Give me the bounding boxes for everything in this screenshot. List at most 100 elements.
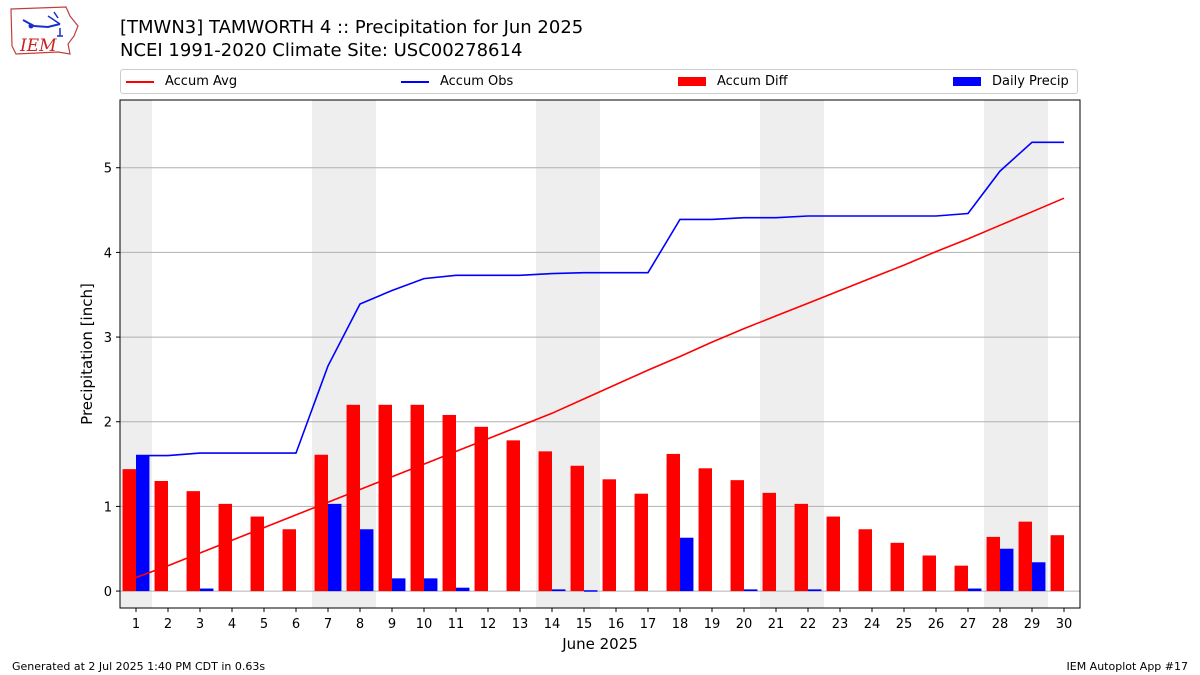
bar-accum-diff-day-11 <box>442 414 456 592</box>
legend-swatch-accum-obs <box>401 80 429 83</box>
bar-accum-diff-day-29 <box>1018 521 1032 592</box>
bar-accum-diff-day-17 <box>634 493 648 592</box>
bar-accum-diff-day-5 <box>250 516 264 592</box>
y-tick-label-2: 2 <box>104 416 112 431</box>
bar-daily-precip-day-14 <box>552 589 566 592</box>
bar-accum-diff-day-8 <box>346 404 360 592</box>
x-tick-label-28: 28 <box>992 617 1009 632</box>
logo-text: IEM <box>19 36 57 56</box>
bar-daily-precip-day-18 <box>680 537 694 592</box>
bar-accum-diff-day-1 <box>122 469 136 592</box>
bar-accum-diff-day-14 <box>538 451 552 592</box>
y-tick-label-0: 0 <box>104 585 112 600</box>
x-tick-label-30: 30 <box>1056 617 1073 632</box>
bar-accum-diff-day-24 <box>858 529 872 592</box>
x-tick-label-29: 29 <box>1024 617 1041 632</box>
x-tick-label-25: 25 <box>896 617 913 632</box>
line-accum-avg <box>135 197 1065 579</box>
bar-daily-precip-day-9 <box>392 578 406 592</box>
chart-title: [TMWN3] TAMWORTH 4 :: Precipitation for … <box>120 17 584 38</box>
x-tick-label-6: 6 <box>292 617 300 632</box>
bar-accum-diff-day-20 <box>730 480 744 592</box>
legend-item-accum-diff: Accum Diff <box>678 70 788 93</box>
x-tick-label-17: 17 <box>640 617 657 632</box>
weekend-band-5 <box>984 100 1048 608</box>
bar-daily-precip-day-1 <box>136 455 150 592</box>
plot-frame <box>119 99 1081 609</box>
y-axis-label: Precipitation [inch] <box>78 283 96 425</box>
x-tick-label-22: 22 <box>800 617 817 632</box>
x-tick-label-4: 4 <box>228 617 236 632</box>
bar-accum-diff-day-27 <box>954 565 968 592</box>
bar-accum-diff-day-26 <box>922 555 936 592</box>
footer-app: IEM Autoplot App #17 <box>1066 660 1189 673</box>
chart-subtitle: NCEI 1991-2020 Climate Site: USC00278614 <box>120 40 523 61</box>
y-tick-label-4: 4 <box>104 246 112 261</box>
x-tick-label-8: 8 <box>356 617 364 632</box>
bar-accum-diff-day-13 <box>506 440 520 592</box>
bar-daily-precip-day-7 <box>328 503 342 592</box>
x-tick-label-27: 27 <box>960 617 977 632</box>
bar-daily-precip-day-29 <box>1032 562 1046 592</box>
bar-accum-diff-day-30 <box>1050 535 1064 592</box>
bar-accum-diff-day-18 <box>666 453 680 592</box>
x-tick-label-2: 2 <box>164 617 172 632</box>
x-tick-label-10: 10 <box>416 617 433 632</box>
bar-daily-precip-day-22 <box>808 589 822 592</box>
x-tick-label-24: 24 <box>864 617 881 632</box>
bar-daily-precip-day-15 <box>584 590 598 592</box>
x-tick-label-19: 19 <box>704 617 721 632</box>
x-tick-label-5: 5 <box>260 617 268 632</box>
bar-accum-diff-day-19 <box>698 468 712 592</box>
y-tick-label-1: 1 <box>104 500 112 515</box>
legend-label-accum-avg: Accum Avg <box>165 74 238 89</box>
bar-daily-precip-day-11 <box>456 587 470 592</box>
bar-accum-diff-day-12 <box>474 426 488 592</box>
x-tick-label-13: 13 <box>512 617 529 632</box>
legend: Accum Avg Accum Obs Accum Diff Daily Pre… <box>120 69 1078 94</box>
x-tick-label-1: 1 <box>132 617 140 632</box>
bar-accum-diff-day-2 <box>154 481 168 592</box>
legend-item-accum-obs: Accum Obs <box>401 70 513 93</box>
legend-label-daily-precip: Daily Precip <box>992 74 1069 89</box>
legend-label-accum-diff: Accum Diff <box>717 74 788 89</box>
x-tick-label-21: 21 <box>768 617 785 632</box>
x-tick-label-14: 14 <box>544 617 561 632</box>
x-tick-label-20: 20 <box>736 617 753 632</box>
legend-label-accum-obs: Accum Obs <box>440 74 514 89</box>
bar-accum-diff-day-22 <box>794 503 808 592</box>
legend-item-accum-avg: Accum Avg <box>126 70 237 93</box>
bar-accum-diff-day-15 <box>570 465 584 592</box>
x-tick-label-9: 9 <box>388 617 396 632</box>
bar-accum-diff-day-10 <box>410 404 424 592</box>
x-tick-label-26: 26 <box>928 617 945 632</box>
x-tick-label-12: 12 <box>480 617 497 632</box>
footer-generated: Generated at 2 Jul 2025 1:40 PM CDT in 0… <box>12 660 266 673</box>
line-accum-obs <box>136 141 1064 457</box>
bar-accum-diff-day-23 <box>826 516 840 592</box>
bar-accum-diff-day-6 <box>282 529 296 592</box>
x-tick-label-3: 3 <box>196 617 204 632</box>
legend-swatch-accum-avg <box>126 80 154 83</box>
x-tick-label-15: 15 <box>576 617 593 632</box>
bar-accum-diff-day-4 <box>218 503 232 592</box>
legend-swatch-accum-diff <box>678 77 706 86</box>
bar-daily-precip-day-3 <box>200 588 214 592</box>
x-tick-label-23: 23 <box>832 617 849 632</box>
bar-accum-diff-day-25 <box>890 542 904 592</box>
bar-daily-precip-day-8 <box>360 529 374 592</box>
bar-daily-precip-day-10 <box>424 578 438 592</box>
x-tick-label-18: 18 <box>672 617 689 632</box>
legend-item-daily-precip: Daily Precip <box>953 70 1069 93</box>
bar-daily-precip-day-20 <box>744 589 758 592</box>
x-tick-label-11: 11 <box>448 617 465 632</box>
bar-accum-diff-day-7 <box>314 454 328 592</box>
legend-swatch-daily-precip <box>953 77 981 86</box>
bar-daily-precip-day-27 <box>968 588 982 592</box>
x-tick-label-16: 16 <box>608 617 625 632</box>
bar-accum-diff-day-28 <box>986 536 1000 592</box>
iem-logo: IEM <box>8 6 80 62</box>
bar-accum-diff-day-9 <box>378 404 392 592</box>
x-axis-label: June 2025 <box>561 635 638 653</box>
